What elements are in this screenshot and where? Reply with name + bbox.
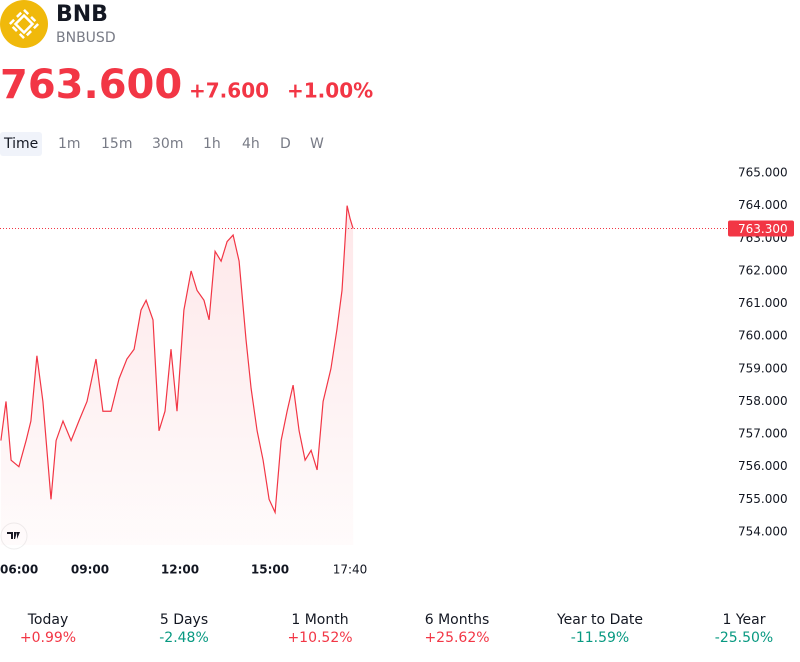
period-label[interactable]: 6 Months xyxy=(425,612,490,628)
timeframe-tab[interactable]: 30m xyxy=(152,136,183,152)
y-tick-label: 759.000 xyxy=(738,361,788,375)
period-change[interactable]: -2.48% xyxy=(159,630,209,646)
timeframe-tab[interactable]: 1m xyxy=(58,136,81,152)
x-tick-label: 17:40 xyxy=(333,563,368,577)
price-line xyxy=(0,205,354,515)
active-tab xyxy=(0,132,42,156)
period-change[interactable]: -11.59% xyxy=(571,630,629,646)
y-tick-label: 762.000 xyxy=(738,263,788,277)
timeframe-tab[interactable]: 4h xyxy=(242,136,260,152)
y-tick-label: 757.000 xyxy=(738,427,788,441)
period-label[interactable]: 1 Month xyxy=(291,612,348,628)
x-tick-label: 12:00 xyxy=(161,563,199,577)
y-tick-label: 760.000 xyxy=(738,329,788,343)
y-tick-label: 758.000 xyxy=(738,394,788,408)
y-tick-label: 754.000 xyxy=(738,524,788,538)
period-label[interactable]: 5 Days xyxy=(160,612,208,628)
symbol: BNB xyxy=(56,2,108,27)
period-label[interactable]: Today xyxy=(27,612,69,628)
timeframe-tab[interactable]: D xyxy=(280,136,291,152)
y-tick-label: 764.000 xyxy=(738,198,788,212)
timeframe-tab[interactable]: W xyxy=(310,136,324,152)
x-tick-label: 15:00 xyxy=(251,563,289,577)
period-change[interactable]: +10.52% xyxy=(287,630,352,646)
ticker: BNBUSD xyxy=(56,30,116,46)
y-tick-label: 761.000 xyxy=(738,296,788,310)
x-tick-label: 06:00 xyxy=(0,563,38,577)
timeframe-tab[interactable]: 1h xyxy=(203,136,221,152)
y-tick-label: 765.000 xyxy=(738,166,788,180)
logo xyxy=(0,0,48,48)
y-tick-label: 755.000 xyxy=(738,492,788,506)
change: +7.600 xyxy=(189,79,269,103)
x-tick-label: 09:00 xyxy=(71,563,109,577)
last-price-label: 763.300 xyxy=(738,222,788,236)
last-price-box xyxy=(728,220,794,237)
period-change[interactable]: -25.50% xyxy=(715,630,773,646)
period-change[interactable]: +0.99% xyxy=(20,630,76,646)
change-percent: +1.00% xyxy=(287,79,373,103)
y-tick-label: 756.000 xyxy=(738,459,788,473)
area xyxy=(0,205,354,545)
timeframe-tab[interactable]: Time xyxy=(3,136,38,152)
timeframe-tab[interactable]: 15m xyxy=(101,136,132,152)
price: 763.600 xyxy=(0,62,182,108)
period-label[interactable]: 1 Year xyxy=(723,612,766,628)
period-label[interactable]: Year to Date xyxy=(556,612,643,628)
period-change[interactable]: +25.62% xyxy=(424,630,489,646)
